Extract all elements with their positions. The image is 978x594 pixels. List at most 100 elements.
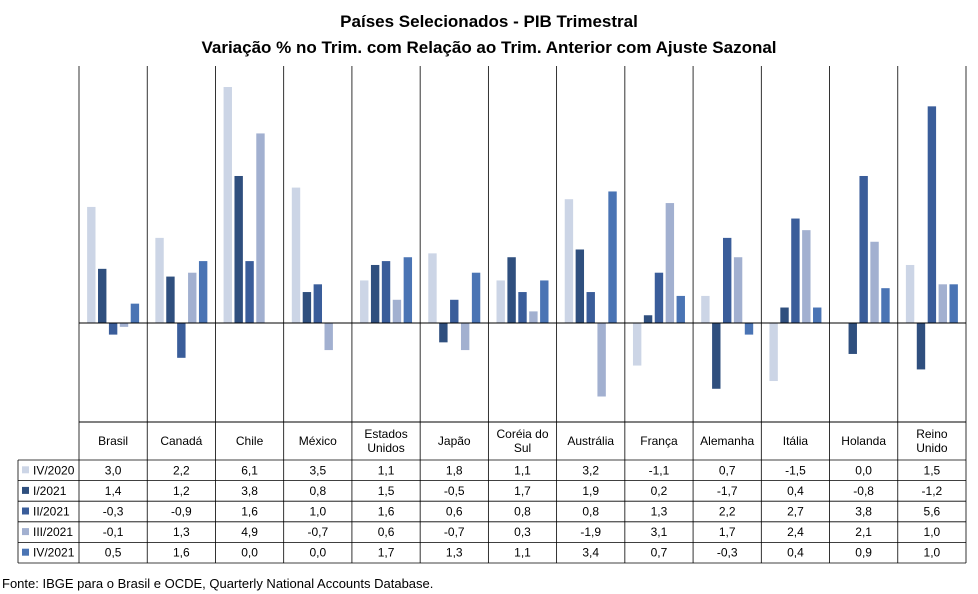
data-label: 1,3 — [173, 525, 190, 539]
data-label: -1,9 — [580, 525, 601, 539]
data-label: 3,1 — [651, 525, 668, 539]
bar — [324, 323, 333, 351]
legend-label: IV/2020 — [33, 463, 75, 477]
bar — [119, 323, 129, 327]
bar — [949, 284, 958, 323]
category-label: Canadá — [160, 434, 202, 448]
bar — [507, 257, 516, 323]
bar — [256, 133, 265, 323]
bar — [87, 206, 96, 323]
data-label: -0,1 — [103, 525, 124, 539]
bar — [848, 323, 857, 354]
category-label: Holanda — [841, 434, 886, 448]
data-label: 0,7 — [719, 463, 736, 477]
bar — [654, 272, 664, 323]
data-label: 1,0 — [924, 525, 941, 539]
data-label: 0,8 — [514, 505, 531, 519]
bar — [780, 307, 789, 323]
legend-key — [22, 548, 29, 556]
data-label: 0,6 — [446, 505, 463, 519]
data-label: 1,7 — [719, 525, 736, 539]
data-label: 2,2 — [173, 463, 190, 477]
data-label: 1,4 — [105, 484, 122, 498]
legend-key — [22, 466, 29, 474]
data-label: 0,8 — [582, 505, 599, 519]
chart-subtitle: Variação % no Trim. com Relação ao Trim.… — [201, 38, 777, 57]
data-label: -0,8 — [853, 484, 874, 498]
data-label: -0,9 — [171, 505, 192, 519]
data-label: 2,1 — [855, 525, 872, 539]
bar — [733, 257, 743, 323]
bar — [859, 175, 868, 323]
data-label: -1,1 — [649, 463, 670, 477]
bar — [722, 237, 732, 323]
bar — [791, 218, 800, 323]
data-label: 0,0 — [309, 546, 326, 560]
data-label: -0,7 — [444, 525, 465, 539]
category-label: México — [299, 434, 337, 448]
data-label: 1,9 — [582, 484, 599, 498]
bar — [529, 311, 538, 323]
bar — [166, 276, 175, 323]
bar — [130, 303, 140, 323]
bar — [575, 249, 585, 323]
bar — [870, 241, 879, 323]
bar — [403, 257, 413, 323]
data-label: 6,1 — [241, 463, 258, 477]
bar — [392, 299, 402, 323]
bar — [701, 295, 710, 323]
category-label: Austrália — [567, 434, 614, 448]
legend-label: IV/2021 — [33, 546, 75, 560]
data-label: 3,8 — [241, 484, 258, 498]
data-label: 2,7 — [787, 505, 804, 519]
data-label: 1,6 — [378, 505, 395, 519]
bar — [234, 175, 243, 323]
legend-label: III/2021 — [33, 525, 73, 539]
legend-key — [22, 507, 29, 515]
bar — [905, 264, 915, 323]
data-label: -1,5 — [785, 463, 806, 477]
legend-label: II/2021 — [33, 505, 70, 519]
data-label: 1,0 — [924, 546, 941, 560]
legend-key — [22, 528, 29, 536]
bar — [881, 288, 890, 323]
data-label: 1,5 — [378, 484, 395, 498]
bar — [608, 191, 617, 323]
bar — [98, 268, 107, 323]
bar — [597, 323, 606, 397]
bar — [712, 323, 721, 389]
data-label: -1,7 — [717, 484, 738, 498]
bar — [665, 203, 675, 323]
bar — [564, 199, 574, 323]
chart-title: Países Selecionados - PIB Trimestral — [340, 12, 638, 31]
bar — [540, 280, 549, 323]
data-label: 1,8 — [446, 463, 463, 477]
data-label: 4,9 — [241, 525, 258, 539]
data-label: 0,8 — [309, 484, 326, 498]
data-label: 1,6 — [241, 505, 258, 519]
source-note: Fonte: IBGE para o Brasil e OCDE, Quarte… — [2, 576, 434, 591]
data-label: 2,2 — [719, 505, 736, 519]
data-label: 1,5 — [924, 463, 941, 477]
bar — [108, 323, 118, 335]
bar — [188, 272, 197, 323]
bar — [916, 323, 926, 370]
category-label: Itália — [783, 434, 809, 448]
data-label: 0,2 — [651, 484, 668, 498]
bar — [769, 323, 778, 382]
bar — [177, 323, 186, 358]
bar — [291, 187, 301, 323]
data-label: 3,5 — [309, 463, 326, 477]
data-label: 0,5 — [105, 546, 122, 560]
bar — [802, 230, 811, 323]
category-label: França — [640, 434, 678, 448]
bar — [518, 292, 527, 323]
category-label: Alemanha — [700, 434, 754, 448]
bar — [450, 299, 459, 323]
bar — [428, 253, 437, 323]
bar — [198, 261, 208, 323]
bar — [496, 280, 505, 323]
legend-label: I/2021 — [33, 484, 67, 498]
category-label: Estados Unidos — [364, 427, 407, 455]
